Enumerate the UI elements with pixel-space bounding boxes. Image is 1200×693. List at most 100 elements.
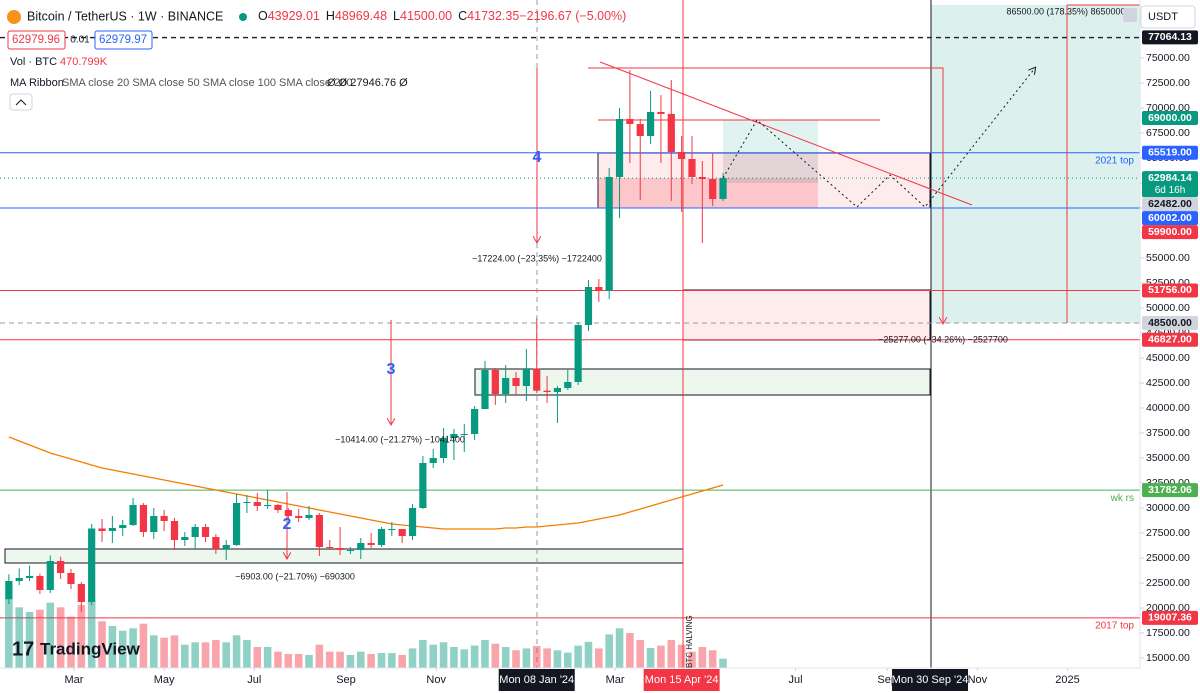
volume-bar (532, 646, 541, 668)
volume-bar (294, 654, 303, 668)
candle-body (212, 537, 220, 549)
collapse-icon (15, 99, 27, 106)
volume-bar (501, 647, 510, 668)
price-badge (1142, 316, 1198, 330)
price-badge (1142, 483, 1198, 498)
y-tick-label: 40000.00 (1146, 402, 1190, 414)
candle-body (160, 516, 168, 521)
brand: 17 TradingView (12, 638, 141, 660)
buy-button[interactable] (94, 30, 153, 50)
volume-bar (388, 653, 396, 668)
volume-bar (263, 647, 272, 668)
volume-bar (87, 600, 96, 668)
volume-bar (181, 644, 189, 668)
candle-body (305, 515, 313, 518)
ohlc-key: O (258, 9, 268, 23)
ohlc-value: 41500.00 (400, 9, 452, 23)
candle-body (543, 390, 551, 392)
wave-label: 2 (283, 516, 292, 533)
price-badge (1142, 225, 1198, 240)
fit-button[interactable] (1123, 8, 1137, 22)
volume-bar (522, 648, 531, 668)
axes: 75000.0072500.0070000.0067500.0065000.00… (64, 30, 1198, 691)
y-tick-label: 55000.00 (1146, 252, 1190, 264)
measure-label: 86500.00 (178.35%) 8650000 (1006, 6, 1125, 16)
collapse-button[interactable] (9, 93, 33, 111)
y-tick-label: 25000.00 (1146, 552, 1190, 564)
price-badge-label: 77064.13 (1148, 31, 1192, 43)
candle-body (709, 179, 717, 199)
bar-countdown: 6d 16h (1155, 185, 1186, 196)
candle-body (5, 581, 13, 600)
y-tick-label: 30000.00 (1146, 502, 1190, 514)
candle-body (326, 547, 334, 548)
volume-bar (129, 628, 137, 668)
candle-body (119, 525, 127, 528)
candle-body (170, 521, 179, 540)
volume-bar (470, 645, 479, 668)
volume-bar (626, 633, 634, 668)
candle-body (232, 503, 241, 545)
symbol-icon (7, 10, 21, 24)
price-badge-label: 48500.00 (1148, 317, 1192, 329)
ohlc-value: −2196.67 (−5.00%) (519, 9, 626, 23)
price-badge (1142, 211, 1198, 226)
candle-body (15, 578, 23, 581)
volume-bar (315, 644, 324, 668)
candle-body (181, 537, 189, 540)
volume-bar (149, 635, 158, 668)
y-tick-label: 67500.00 (1146, 127, 1190, 139)
measure-label: −10414.00 (−21.27%) −1041400 (335, 434, 465, 444)
price-badge-label: 59900.00 (1148, 226, 1192, 238)
price-badge-label: 19007.36 (1148, 612, 1192, 624)
candle-body (36, 576, 44, 590)
currency-button[interactable] (1140, 5, 1196, 29)
candle-body (491, 370, 499, 394)
price-badge (1142, 332, 1198, 347)
price-badge (1142, 610, 1198, 625)
candle-body (584, 287, 593, 325)
ohlc-value: 48969.48 (335, 9, 387, 23)
candle-body (605, 177, 613, 291)
trend-line (599, 61, 973, 206)
spread: 0.01 (70, 35, 90, 46)
y-tick-label: 45000.00 (1146, 352, 1190, 364)
candle-body (46, 561, 54, 590)
volume-bar (708, 650, 717, 668)
y-tick-label: 50000.00 (1146, 302, 1190, 314)
ma-line (8, 436, 724, 530)
candle-body (201, 527, 210, 537)
candle-body (626, 119, 634, 124)
time-axis (0, 668, 1200, 693)
candle-body (264, 505, 272, 506)
candle-body (657, 112, 665, 114)
drawings (0, 0, 1140, 668)
volume-value: 470.799K (60, 56, 108, 68)
sell-button[interactable] (7, 30, 66, 50)
price-badge-label: 46827.00 (1148, 334, 1192, 346)
volume-bar (450, 647, 458, 668)
candle-body (139, 505, 148, 532)
volume-bar (408, 648, 417, 668)
candle-body (284, 510, 292, 516)
volume-bar (160, 637, 168, 668)
candle-body (336, 548, 344, 550)
price-badge-label: 65519.00 (1148, 147, 1192, 159)
candle-body (439, 438, 448, 458)
x-tick-label: Jul (247, 674, 261, 686)
market-status (239, 13, 247, 21)
candle-body (502, 378, 510, 394)
measure-label: −25277.00 (−34.26%) −2527700 (878, 334, 1008, 344)
candle-body (222, 545, 230, 549)
legend: Bitcoin / TetherUS · 1W · BINANCE O43929… (7, 9, 626, 111)
x-tick-label: Nov (426, 674, 446, 686)
volume-bar (305, 654, 313, 668)
candle-body (646, 112, 655, 136)
candle-body (522, 369, 530, 386)
volume-bar (5, 598, 13, 668)
time-marker-label: Mon 30 Sep '24 (892, 674, 969, 686)
volume-bar (325, 651, 334, 668)
candle-body (698, 177, 706, 179)
measure-path (588, 67, 943, 323)
price-badge-label: 51756.00 (1148, 284, 1192, 296)
